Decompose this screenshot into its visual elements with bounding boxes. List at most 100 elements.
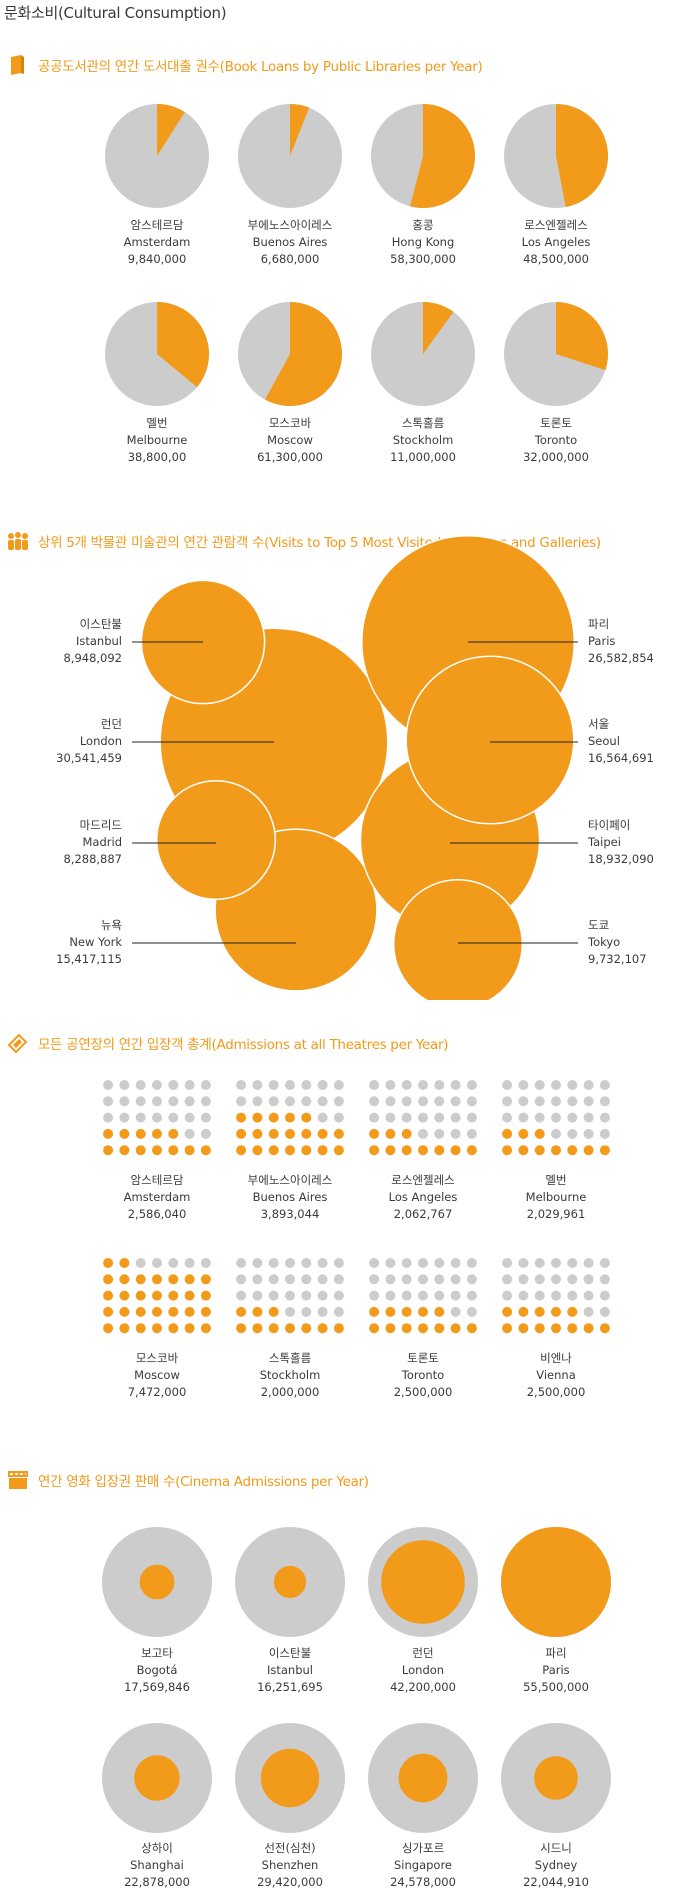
city-label: 토론토 Toronto 32,000,000: [486, 415, 626, 466]
dot: [418, 1323, 428, 1334]
people-icon: [8, 532, 28, 550]
dot: [450, 1096, 461, 1107]
dot: [466, 1290, 477, 1301]
city-name-en: Shanghai: [130, 1858, 184, 1872]
dot: [599, 1112, 610, 1123]
dot: [518, 1128, 529, 1139]
dot: [551, 1112, 561, 1123]
city-value: 8,948,092: [63, 651, 122, 665]
dot: [301, 1112, 312, 1123]
dot: [333, 1080, 344, 1090]
city-value: 16,251,695: [257, 1680, 323, 1694]
dot: [301, 1258, 312, 1268]
dot: [466, 1096, 477, 1107]
city-label: 파리 Paris 26,582,854: [588, 616, 700, 667]
city-value: 29,420,000: [257, 1875, 323, 1889]
pie-slice: [423, 302, 454, 354]
city-value: 11,000,000: [390, 450, 456, 464]
dot: [119, 1096, 130, 1107]
city-value: 9,732,107: [588, 952, 647, 966]
dot: [401, 1128, 412, 1139]
inner-circle: [260, 1748, 320, 1808]
dot: [401, 1306, 412, 1317]
dot: [317, 1080, 328, 1090]
dot: [551, 1096, 561, 1107]
dot: [103, 1112, 114, 1123]
dot: [567, 1290, 578, 1301]
dot: [567, 1112, 578, 1123]
dot: [583, 1306, 594, 1317]
dot: [236, 1306, 247, 1317]
city-label: 선전(심천) Shenzhen 29,420,000: [220, 1840, 360, 1891]
dot: [401, 1274, 412, 1285]
city-value: 7,472,000: [127, 1385, 187, 1399]
dot: [152, 1323, 162, 1334]
bubble: [405, 655, 575, 825]
dot: [301, 1290, 312, 1301]
city-value: 26,582,854: [588, 651, 654, 665]
dot: [301, 1080, 312, 1090]
dot: [450, 1112, 461, 1123]
dot: [285, 1112, 295, 1123]
dot: [567, 1274, 578, 1285]
dot: [184, 1258, 195, 1268]
dot: [551, 1290, 561, 1301]
city-value: 2,000,000: [260, 1385, 320, 1399]
dot: [466, 1080, 477, 1090]
dot: [434, 1258, 445, 1268]
dot: [369, 1112, 380, 1123]
city-name-ko: 마드리드: [79, 818, 122, 832]
dot: [567, 1080, 578, 1090]
dot: [466, 1323, 477, 1334]
dot: [466, 1274, 477, 1285]
dot: [333, 1323, 344, 1334]
city-label: 서울 Seoul 16,564,691: [588, 716, 700, 767]
dot: [583, 1112, 594, 1123]
city-label: 타이페이 Taipei 18,932,090: [588, 817, 700, 868]
dot: [200, 1274, 211, 1285]
city-name-en: Bogotá: [136, 1663, 178, 1677]
dot: [401, 1290, 412, 1301]
dot: [301, 1145, 312, 1156]
dot: [252, 1145, 263, 1156]
dot: [418, 1258, 428, 1268]
dot: [385, 1306, 396, 1317]
dot: [119, 1323, 130, 1334]
dot: [567, 1145, 578, 1156]
dot: [333, 1258, 344, 1268]
city-name-ko: 비엔나: [540, 1351, 572, 1365]
dot: [434, 1323, 445, 1334]
city-value: 3,893,044: [260, 1207, 320, 1221]
dot: [152, 1306, 162, 1317]
city-label: 이스탄불 Istanbul 8,948,092: [0, 616, 122, 667]
dot: [152, 1258, 162, 1268]
dot: [285, 1323, 295, 1334]
dot: [450, 1290, 461, 1301]
city-name-en: Los Angeles: [388, 1190, 458, 1204]
city-value: 9,840,000: [127, 252, 187, 266]
dot: [168, 1145, 179, 1156]
city-name-en: Buenos Aires: [252, 1190, 328, 1204]
city-value: 48,500,000: [523, 252, 589, 266]
city-name-en: Moscow: [134, 1368, 180, 1382]
bubble-chart: [132, 535, 578, 1000]
dot: [135, 1145, 146, 1156]
dot: [466, 1112, 477, 1123]
dot: [502, 1096, 513, 1107]
city-value: 2,586,040: [127, 1207, 187, 1221]
dot: [502, 1290, 513, 1301]
dot: [401, 1258, 412, 1268]
inner-circle: [273, 1565, 307, 1599]
dot: [268, 1080, 279, 1090]
dot: [168, 1274, 179, 1285]
dot: [268, 1290, 279, 1301]
dot: [268, 1128, 279, 1139]
city-name-ko: 이스탄불: [79, 617, 122, 631]
dot: [119, 1306, 130, 1317]
dot: [583, 1080, 594, 1090]
city-name-ko: 시드니: [540, 1841, 572, 1855]
dot: [103, 1128, 114, 1139]
dot: [200, 1290, 211, 1301]
dot: [534, 1145, 545, 1156]
dot: [518, 1145, 529, 1156]
